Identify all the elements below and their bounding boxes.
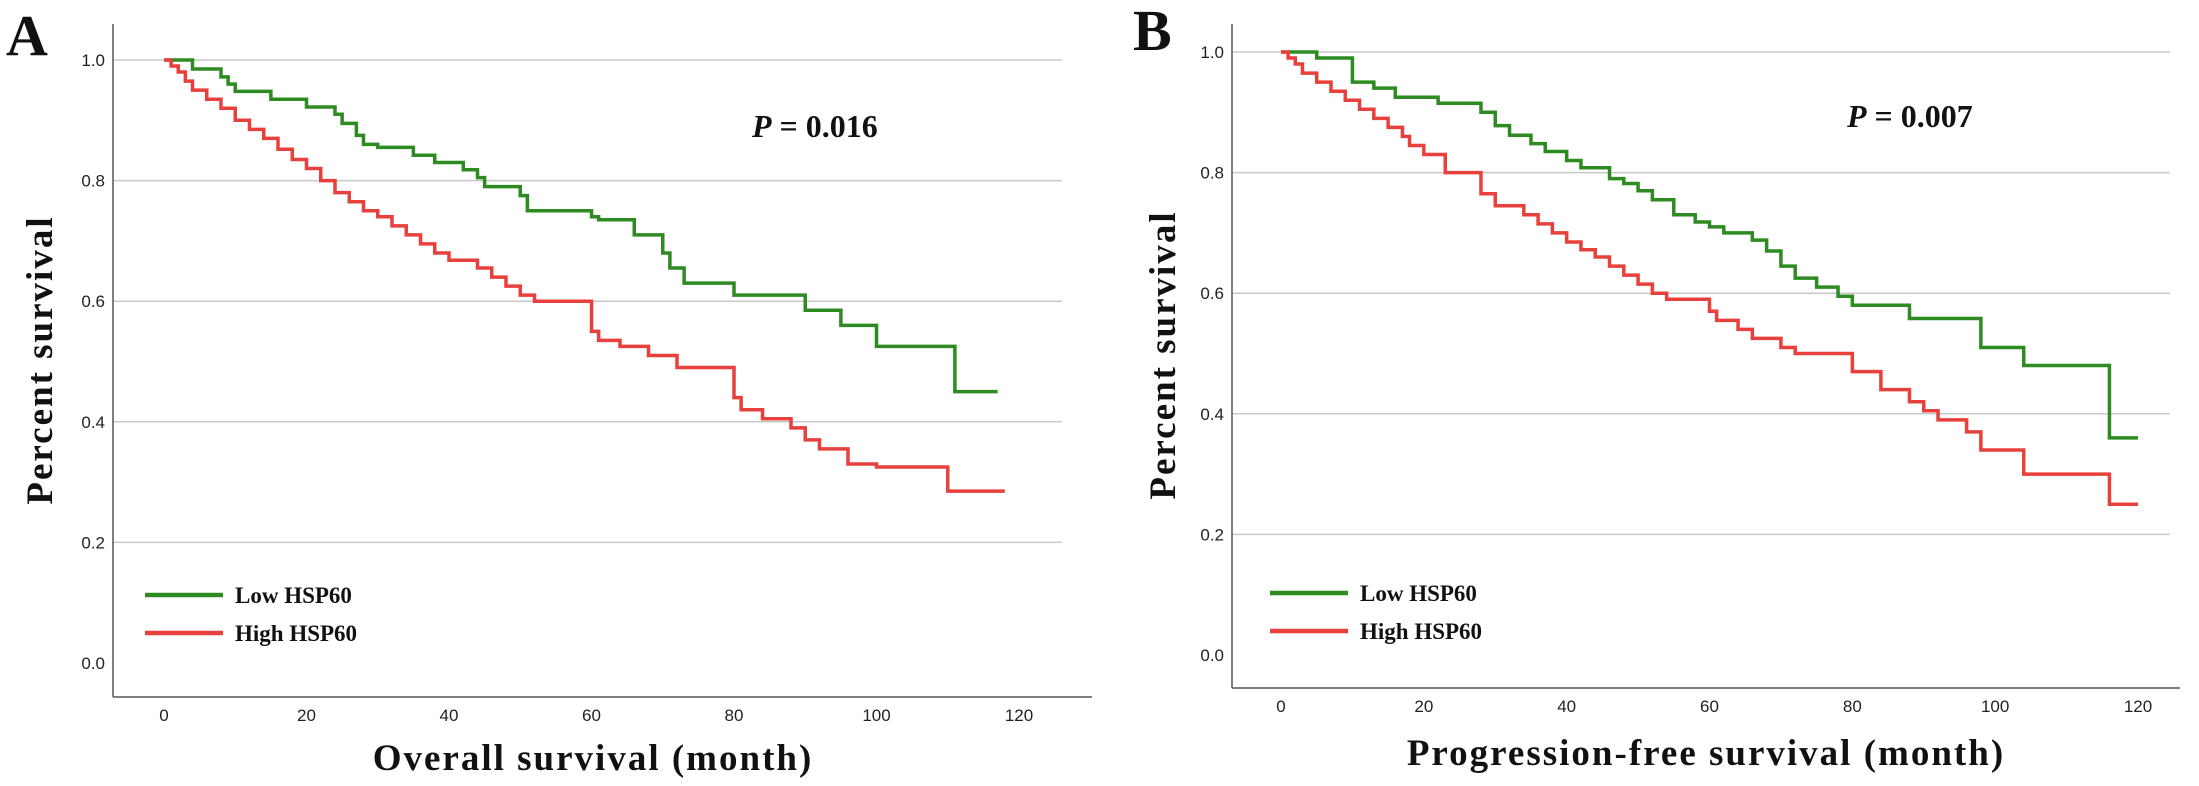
panel-letter-b: B xyxy=(1133,0,1172,63)
panel-a-y-ticks: 0.0 0.2 0.4 0.6 0.8 1.0 xyxy=(81,51,105,673)
panel-a-y-tick-label: 1.0 xyxy=(81,51,105,70)
panel-b-x-tick-label: 0 xyxy=(1276,697,1285,716)
panel-b-series xyxy=(1281,50,2138,506)
panel-b-y-ticks: 0.0 0.2 0.4 0.6 0.8 1.0 xyxy=(1200,43,1224,665)
panel-b-y-label: Percent survival xyxy=(1143,210,1184,499)
panel-b-x-tick-label: 20 xyxy=(1414,697,1433,716)
panel-a-y-label: Percent survival xyxy=(20,215,61,504)
panel-a-x-tick-label: 40 xyxy=(440,706,459,725)
panel-a-x-tick-label: 100 xyxy=(862,706,890,725)
svg-text:P= 0.007: P = 0.007 xyxy=(1846,98,1973,134)
panel-b-series-high-hsp60-line xyxy=(1281,50,2138,506)
panel-a-y-tick-label: 0.2 xyxy=(81,533,105,552)
panel-a-x-tick-label: 120 xyxy=(1005,706,1033,725)
panel-a-p-value: P = 0.016 xyxy=(751,108,878,144)
panel-b-x-tick-label: 100 xyxy=(1981,697,2009,716)
panel-b-p-value: P = 0.007 xyxy=(1846,98,1973,134)
panel-b-y-tick-label: 1.0 xyxy=(1200,43,1224,62)
panel-a-y-tick-label: 0.8 xyxy=(81,172,105,191)
panel-a: A 0.0 0.2 0.4 0.6 0.8 1.0 0 20 40 60 80 100 120 Ove… xyxy=(6,3,1092,779)
panel-a-y-tick-label: 0.0 xyxy=(81,654,105,673)
panel-b-x-tick-label: 40 xyxy=(1557,697,1576,716)
panel-b-legend-label: High HSP60 xyxy=(1360,619,1482,644)
panel-b-x-tick-label: 80 xyxy=(1843,697,1862,716)
panel-b-legend: Low HSP60 High HSP60 xyxy=(1270,581,1482,644)
panel-b-x-tick-label: 120 xyxy=(2124,697,2152,716)
panel-a-legend-label: Low HSP60 xyxy=(235,583,352,608)
panel-a-legend: Low HSP60 High HSP60 xyxy=(145,583,357,646)
panel-letter-a: A xyxy=(6,3,48,68)
panel-b-y-tick-label: 0.2 xyxy=(1200,525,1224,544)
panel-a-x-tick-label: 80 xyxy=(725,706,744,725)
panel-a-legend-label: High HSP60 xyxy=(235,621,357,646)
panel-a-p-number: = 0.016 xyxy=(780,108,878,144)
panel-a-x-label: Overall survival (month) xyxy=(373,738,814,779)
panel-a-x-ticks: 0 20 40 60 80 100 120 xyxy=(159,706,1033,725)
panel-b-legend-label: Low HSP60 xyxy=(1360,581,1477,606)
panel-b-gridlines xyxy=(1232,51,2170,536)
panel-b-series-low-hsp60-line xyxy=(1281,50,2138,440)
panel-b-p-label: P xyxy=(1846,98,1867,134)
panel-a-series-low-hsp60-line xyxy=(164,58,998,394)
panel-b-x-label: Progression-free survival (month) xyxy=(1407,733,2005,774)
panel-a-p-label: P xyxy=(751,108,772,144)
svg-text:P= 0.016: P = 0.016 xyxy=(751,108,878,144)
panel-b-y-tick-label: 0.0 xyxy=(1200,646,1224,665)
panel-b-p-number: = 0.007 xyxy=(1875,98,1973,134)
panel-b-x-ticks: 0 20 40 60 80 100 120 xyxy=(1276,697,2152,716)
panel-a-y-tick-label: 0.6 xyxy=(81,292,105,311)
panel-a-x-tick-label: 0 xyxy=(159,706,168,725)
panel-a-x-tick-label: 20 xyxy=(297,706,316,725)
panel-a-y-tick-label: 0.4 xyxy=(81,413,105,432)
panel-a-series-high-hsp60-line xyxy=(164,58,1005,493)
panel-a-series xyxy=(164,58,1005,493)
panel-b-y-tick-label: 0.6 xyxy=(1200,284,1224,303)
panel-b: B 0.0 0.2 0.4 0.6 0.8 1.0 0 20 40 60 80 100 120 Pro… xyxy=(1133,0,2180,774)
panel-b-x-tick-label: 60 xyxy=(1700,697,1719,716)
panel-b-y-tick-label: 0.8 xyxy=(1200,164,1224,183)
panel-b-y-tick-label: 0.4 xyxy=(1200,405,1224,424)
panel-a-x-tick-label: 60 xyxy=(582,706,601,725)
